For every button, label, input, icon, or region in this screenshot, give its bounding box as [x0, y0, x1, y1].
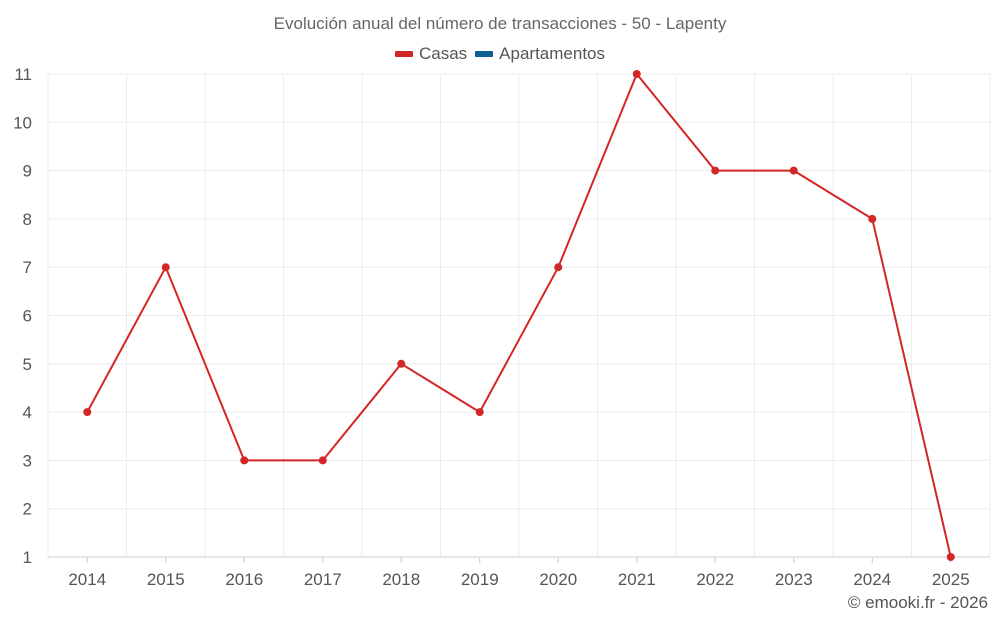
- y-tick-label: 3: [23, 451, 32, 470]
- x-tick-label: 2016: [225, 570, 263, 589]
- data-point-casas: [632, 70, 641, 78]
- data-point-casas: [475, 408, 484, 417]
- chart-title: Evolución anual del número de transaccio…: [273, 14, 727, 33]
- y-tick-label: 6: [23, 307, 32, 326]
- y-tick-label: 1: [23, 548, 32, 567]
- x-tick-label: 2020: [539, 570, 577, 589]
- data-point-casas: [554, 263, 563, 272]
- legend-swatch-apartamentos: [475, 51, 494, 57]
- data-point-casas: [318, 456, 327, 465]
- y-tick-label: 9: [23, 162, 32, 181]
- y-tick-label: 4: [23, 403, 32, 422]
- legend-item-apartamentos[interactable]: Apartamentos: [475, 44, 605, 64]
- x-tick-label: 2024: [853, 570, 891, 589]
- data-point-casas: [161, 263, 170, 272]
- data-point-casas: [83, 408, 92, 417]
- data-point-casas: [240, 456, 249, 465]
- legend-item-casas[interactable]: Casas: [394, 44, 468, 64]
- data-point-casas: [868, 214, 877, 223]
- x-tick-label: 2014: [68, 570, 106, 589]
- series-line-casas: [86, 73, 952, 558]
- legend-label-apartamentos: Apartamentos: [499, 44, 606, 63]
- y-tick-label: 7: [23, 258, 32, 277]
- data-point-casas: [789, 166, 798, 175]
- y-tick-label: 2: [23, 500, 32, 519]
- y-tick-label: 10: [13, 113, 32, 132]
- x-tick-label: 2023: [775, 570, 813, 589]
- data-point-casas: [946, 553, 955, 561]
- y-tick-label: 11: [14, 65, 32, 84]
- y-tick-label: 5: [23, 355, 32, 374]
- data-point-casas: [711, 166, 720, 175]
- x-tick-label: 2021: [618, 570, 656, 589]
- x-tick-label: 2015: [147, 570, 185, 589]
- data-point-casas: [397, 359, 406, 368]
- x-tick-label: 2025: [932, 570, 970, 589]
- y-tick-label: 8: [23, 210, 32, 229]
- legend: Casas Apartamentos: [0, 44, 1000, 64]
- credit-text: © emooki.fr - 2026: [847, 593, 988, 612]
- x-tick-label: 2019: [461, 570, 499, 589]
- x-tick-label: 2017: [304, 570, 342, 589]
- x-tick-label: 2018: [382, 570, 420, 589]
- x-tick-label: 2022: [696, 570, 734, 589]
- legend-label-casas: Casas: [418, 44, 468, 63]
- legend-swatch-casas: [394, 51, 413, 57]
